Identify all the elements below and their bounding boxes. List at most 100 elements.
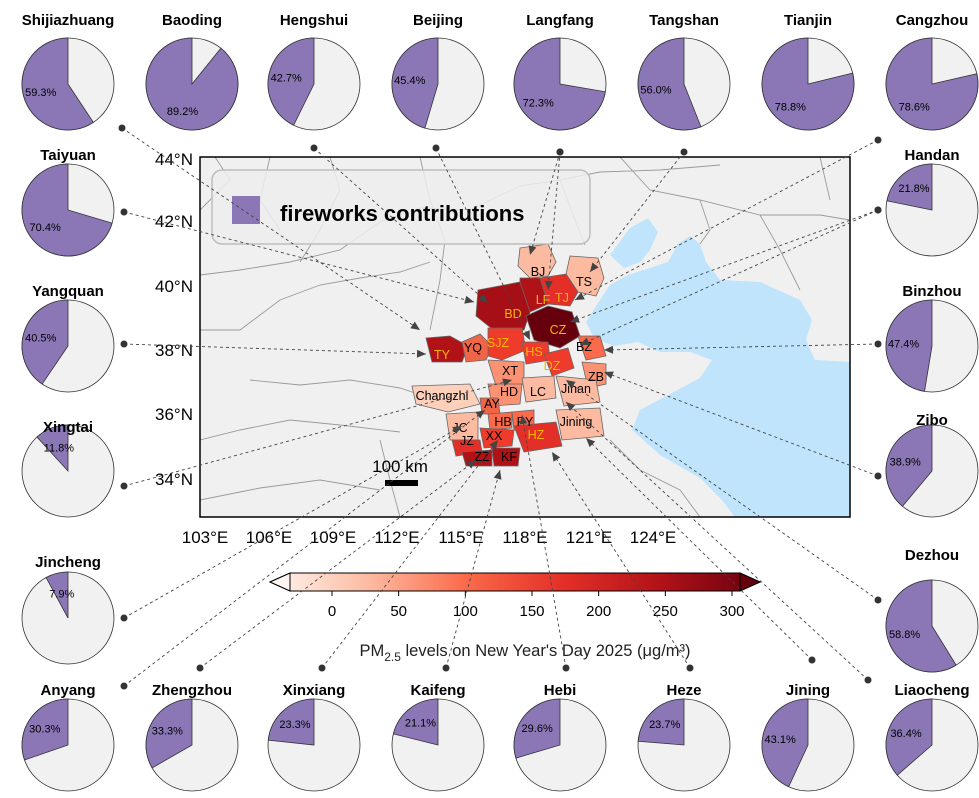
pie-baoding-percent: 89.2% [167,106,198,118]
region-changzhi [411,383,481,413]
pie-zibo-title: Zibo [916,412,948,429]
pie-yangquan-fireworks-slice [21,299,69,385]
leader-kaifeng-arrow [493,470,502,480]
leader-heze [551,451,691,669]
city-label-kf: KF [501,450,517,464]
colorbar-tick-label-0: 0 [328,603,336,620]
pie-dezhou-percent: 58.8% [889,629,920,641]
leader-kaifeng-dot [442,664,450,672]
pie-jincheng-title: Jincheng [35,554,101,571]
pie-tianjin-title: Tianjin [784,12,832,29]
leader-yangquan-dot [120,340,128,348]
pie-dezhou-fireworks-slice [885,579,957,673]
colorbar: 0 50 100 150 200 250 300 PM2.5 levels on New Y… [268,572,762,664]
city-label-xx: XX [486,429,503,443]
pie-kaifeng-fireworks-slice [392,698,439,746]
city-label-hs: HS [525,345,542,359]
leader-hebi [521,414,567,669]
leader-handan [579,209,879,346]
sea [586,236,850,517]
leader-anyang-arrow [475,410,485,419]
pie-xingtai-title: Xingtai [43,419,93,436]
leader-dezhou-arrow [566,380,576,389]
pie-hebi-fireworks-slice [513,698,561,759]
leader-jincheng-dot [120,614,128,622]
pie-handan-percent: 21.8% [898,183,929,195]
pie-charts: 59.3% Shijiazhuang 89.2% Baoding 42.7% Hengsh… [21,12,979,792]
colorbar-max-arrow [739,572,762,592]
leader-liaocheng-dot [864,676,872,684]
pie-langfang-fireworks-slice [513,37,606,131]
leader-beijing-arrow [528,245,537,255]
lon-label-124-e: 124°E [630,528,677,547]
legend-box [211,169,591,245]
leader-binzhou-dot [874,340,882,348]
pie-zibo: 38.9% Zibo [885,412,979,518]
pie-anyang-fireworks-slice [21,698,69,761]
pie-cangzhou-title: Cangzhou [896,12,969,29]
leader-tianjin-arrow [575,292,585,300]
region-bd [475,281,531,333]
leader-yangquan-arrow [416,349,426,358]
pie-hebi-percent: 29.6% [522,723,553,735]
pie-zhengzhou-fireworks-slice [145,698,193,769]
pie-tangshan: 56.0% Tangshan [637,12,731,131]
pie-hengshui-title: Hengshui [280,12,348,29]
leader-taiyuan-dot [120,208,128,216]
lat-label-34-n: 34°N [155,470,193,489]
leader-hebi-arrow [519,415,528,425]
city-label-zz: ZZ [474,450,490,464]
colorbar-tick-label-150: 150 [519,603,544,620]
pie-shijiazhuang-percent: 59.3% [25,87,56,99]
pie-anyang-title: Anyang [40,682,95,699]
leader-tangshan [589,151,685,273]
pie-shijiazhuang: 59.3% Shijiazhuang [21,12,115,131]
pie-zibo-fireworks-slice [885,424,933,507]
region-dz [543,347,575,377]
leader-liaocheng-arrow [566,402,576,412]
lon-label-112-e: 112°E [374,528,419,547]
leader-baoding [313,147,489,304]
city-label-ty: TY [434,348,451,362]
leader-langfang-dot [556,148,564,156]
pie-handan-title: Handan [904,147,959,164]
colorbar-tick-label-50: 50 [390,603,407,620]
pie-yangquan-percent: 40.5% [25,333,56,345]
colorbar-tick-label-200: 200 [586,603,611,620]
pie-zibo-percent: 38.9% [890,456,921,468]
leader-baoding-dot [310,144,318,152]
pie-anyang: 30.3% Anyang [21,682,115,792]
pie-liaocheng-title: Liaocheng [894,682,969,699]
lat-label-44-n: 44°N [155,150,193,169]
leader-xinxiang-arrow [489,440,498,450]
leader-cangzhou [569,209,879,323]
pie-beijing-title: Beijing [413,12,463,29]
region-hb [487,411,513,431]
longitude-labels: 103°E 106°E 109°E 112°E 115°E 118°E 121°E 124°E [182,528,677,547]
city-label-jz: JZ [460,434,474,448]
map-frame [199,156,851,518]
pie-jincheng-fireworks-slice [45,571,69,619]
leader-cangzhou-arrow [570,315,580,323]
pie-zhengzhou-percent: 33.3% [152,726,183,738]
pie-tangshan-percent: 56.0% [640,84,671,96]
pie-hengshui-fireworks-slice [267,37,315,126]
pie-kaifeng: 21.1% Kaifeng [391,682,485,792]
pie-dezhou-title: Dezhou [905,547,959,564]
leader-binzhou-arrow [604,345,614,354]
colorbar-label: PM2.5 levels on New Year's Day 2025 (μg/… [359,642,690,664]
leader-jining [585,437,813,661]
region-hz [513,421,563,453]
leader-binzhou [603,343,879,351]
pie-heze-title: Heze [666,682,701,699]
pie-xingtai-fireworks-slice [36,424,69,473]
region-xx [479,427,515,449]
pie-cangzhou-fireworks-slice [885,37,979,131]
pie-xingtai-percent: 11.8% [44,442,75,454]
pie-langfang-percent: 72.3% [523,97,554,109]
pie-jining-percent: 43.1% [765,734,796,746]
leader-xingtai [123,379,513,487]
region-kf [491,447,521,467]
pie-hengshui-percent: 42.7% [271,73,302,85]
map-panel: 100 km fireworks contributions BJ TS LF TJ B… [155,150,851,547]
